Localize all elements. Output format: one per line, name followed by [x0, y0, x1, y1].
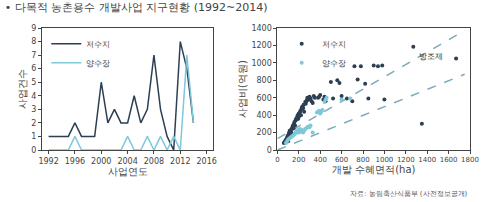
svg-text:0: 0 — [267, 146, 272, 155]
svg-text:사업연도: 사업연도 — [108, 166, 148, 177]
svg-text:200: 200 — [257, 128, 272, 137]
svg-text:1: 1 — [31, 132, 36, 141]
svg-text:1400: 1400 — [251, 24, 271, 33]
svg-text:사업건수: 사업건수 — [17, 69, 28, 109]
svg-text:1600: 1600 — [440, 156, 458, 164]
svg-text:800: 800 — [257, 76, 272, 85]
svg-text:5: 5 — [31, 78, 36, 87]
svg-text:저수지: 저수지 — [322, 40, 346, 49]
svg-text:2004: 2004 — [117, 157, 137, 166]
svg-text:400: 400 — [314, 156, 327, 164]
svg-text:2012: 2012 — [170, 157, 190, 166]
svg-text:1200: 1200 — [251, 41, 271, 50]
svg-text:6: 6 — [31, 64, 36, 73]
svg-text:9: 9 — [31, 24, 36, 33]
svg-text:2: 2 — [31, 119, 36, 128]
svg-text:자료: 농림축산식품부 (사전정보공개): 자료: 농림축산식품부 (사전정보공개) — [350, 190, 468, 198]
svg-text:0: 0 — [31, 146, 36, 155]
svg-text:7: 7 — [31, 51, 36, 60]
svg-text:개발 수혜면적(ha): 개발 수혜면적(ha) — [332, 164, 416, 175]
svg-text:• 다목적 농촌용수 개발사업 지구현황 (1992~201: • 다목적 농촌용수 개발사업 지구현황 (1992~2014) — [5, 1, 268, 14]
svg-text:2008: 2008 — [144, 157, 164, 166]
svg-text:1000: 1000 — [251, 59, 271, 68]
svg-text:600: 600 — [257, 94, 272, 103]
svg-text:3: 3 — [31, 105, 36, 114]
svg-text:방조제: 방조제 — [419, 52, 443, 61]
svg-text:200: 200 — [292, 156, 305, 164]
svg-text:양수장: 양수장 — [322, 59, 346, 68]
svg-text:1000: 1000 — [375, 156, 393, 164]
svg-text:4: 4 — [31, 92, 36, 101]
svg-text:0: 0 — [275, 156, 279, 164]
svg-text:1800: 1800 — [461, 156, 479, 164]
svg-text:1400: 1400 — [418, 156, 436, 164]
svg-text:2016: 2016 — [196, 157, 216, 166]
svg-text:2000: 2000 — [91, 157, 111, 166]
svg-text:사업비(억원): 사업비(억원) — [237, 60, 248, 118]
svg-text:1992: 1992 — [38, 157, 58, 166]
svg-text:1996: 1996 — [65, 157, 85, 166]
svg-text:양수장: 양수장 — [86, 59, 110, 68]
svg-text:8: 8 — [31, 37, 36, 46]
svg-text:800: 800 — [356, 156, 369, 164]
svg-text:600: 600 — [335, 156, 348, 164]
svg-text:저수지: 저수지 — [86, 40, 110, 49]
svg-text:400: 400 — [257, 111, 272, 120]
svg-text:1200: 1200 — [397, 156, 415, 164]
